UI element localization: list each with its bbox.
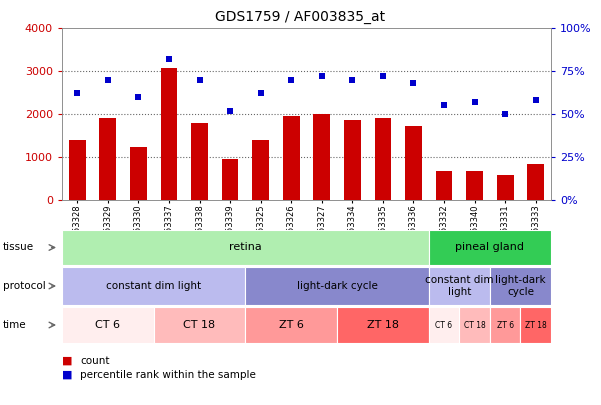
Bar bbox=[490, 267, 551, 305]
Bar bbox=[130, 147, 147, 200]
Text: CT 6: CT 6 bbox=[96, 320, 120, 330]
Text: retina: retina bbox=[229, 243, 262, 252]
Text: light-dark
cycle: light-dark cycle bbox=[495, 275, 546, 297]
Bar bbox=[429, 230, 551, 265]
Bar bbox=[429, 267, 490, 305]
Bar bbox=[520, 307, 551, 343]
Bar bbox=[252, 140, 269, 200]
Text: percentile rank within the sample: percentile rank within the sample bbox=[80, 370, 256, 380]
Text: ■: ■ bbox=[62, 370, 73, 380]
Bar bbox=[466, 171, 483, 200]
Bar bbox=[283, 116, 300, 200]
Bar bbox=[429, 307, 459, 343]
Text: count: count bbox=[80, 356, 109, 366]
Text: constant dim
light: constant dim light bbox=[425, 275, 493, 297]
Text: ZT 6: ZT 6 bbox=[279, 320, 304, 330]
Text: protocol: protocol bbox=[3, 281, 46, 291]
Bar bbox=[313, 113, 330, 200]
Text: light-dark cycle: light-dark cycle bbox=[297, 281, 377, 291]
Text: ZT 18: ZT 18 bbox=[525, 320, 546, 330]
Bar bbox=[160, 68, 177, 200]
Bar bbox=[405, 126, 422, 200]
Text: constant dim light: constant dim light bbox=[106, 281, 201, 291]
Bar bbox=[527, 164, 544, 200]
Text: GDS1759 / AF003835_at: GDS1759 / AF003835_at bbox=[215, 10, 386, 24]
Bar bbox=[62, 267, 245, 305]
Bar bbox=[436, 171, 453, 200]
Text: ZT 6: ZT 6 bbox=[496, 320, 514, 330]
Bar bbox=[99, 118, 116, 200]
Text: ■: ■ bbox=[62, 356, 73, 366]
Bar bbox=[222, 159, 239, 200]
Bar bbox=[62, 230, 429, 265]
Bar bbox=[344, 119, 361, 200]
Text: CT 18: CT 18 bbox=[183, 320, 216, 330]
Text: CT 18: CT 18 bbox=[464, 320, 486, 330]
Bar bbox=[337, 307, 429, 343]
Bar bbox=[191, 124, 208, 200]
Text: CT 6: CT 6 bbox=[436, 320, 453, 330]
Bar bbox=[245, 307, 337, 343]
Text: ZT 18: ZT 18 bbox=[367, 320, 399, 330]
Bar bbox=[497, 175, 514, 200]
Bar bbox=[459, 307, 490, 343]
Text: time: time bbox=[3, 320, 26, 330]
Bar bbox=[62, 307, 154, 343]
Text: pineal gland: pineal gland bbox=[456, 243, 525, 252]
Bar bbox=[490, 307, 520, 343]
Bar bbox=[69, 140, 86, 200]
Bar bbox=[374, 118, 391, 200]
Text: tissue: tissue bbox=[3, 243, 34, 252]
Bar bbox=[154, 307, 245, 343]
Bar bbox=[245, 267, 429, 305]
